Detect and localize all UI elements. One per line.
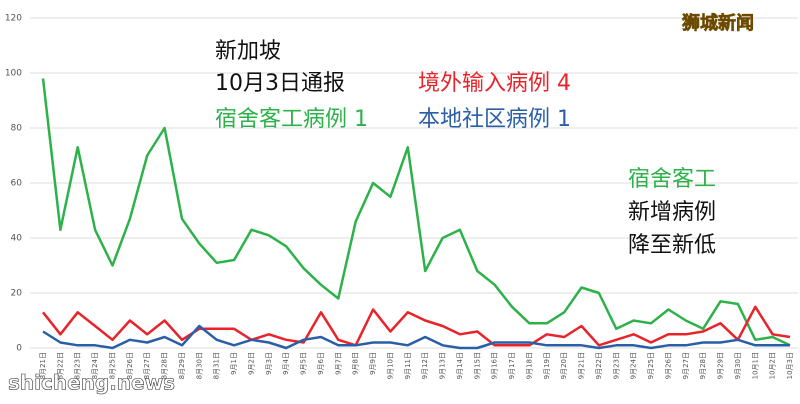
x-tick-label: 8月26日: [126, 352, 134, 379]
x-tick-label: 10月3日: [786, 352, 794, 379]
x-tick-label: 9月9日: [369, 352, 377, 375]
x-tick-label: 8月29日: [178, 352, 186, 379]
x-tick-label: 9月12日: [421, 352, 429, 379]
annotation: 降至新低: [628, 233, 716, 258]
x-tick-label: 9月6日: [317, 352, 325, 375]
annotation: 宿舍客工: [628, 167, 716, 192]
x-tick-label: 9月2日: [247, 352, 255, 375]
x-tick-label: 9月21日: [578, 352, 586, 379]
x-tick-label: 9月3日: [265, 352, 273, 375]
series-line: [42, 324, 790, 350]
x-tick-label: 10月2日: [769, 352, 777, 379]
y-tick-label: 20: [11, 289, 23, 299]
x-tick-label: 8月24日: [91, 352, 99, 379]
annotation: 新增病例: [628, 200, 716, 225]
x-tick-label: 9月19日: [543, 352, 551, 379]
x-tick-label: 10月1日: [751, 352, 759, 379]
series-line: [41, 78, 791, 347]
x-tick-label: 9月10日: [386, 352, 394, 379]
x-tick-label: 8月25日: [108, 352, 116, 379]
x-tick-label: 9月16日: [491, 352, 499, 379]
annotation: shicheng.news: [8, 371, 175, 395]
y-tick-label: 0: [16, 344, 22, 354]
x-tick-label: 8月21日: [39, 352, 47, 379]
annotation: 本地社区病例 1: [418, 107, 571, 132]
series-line: [42, 305, 791, 347]
x-tick-label: 9月14日: [456, 352, 464, 379]
y-tick-label: 60: [11, 179, 23, 189]
x-tick-label: 9月1日: [230, 352, 238, 375]
x-tick-label: 8月28日: [161, 352, 169, 379]
y-tick-label: 120: [5, 14, 22, 24]
x-tick-label: 9月17日: [508, 352, 516, 379]
x-tick-label: 8月31日: [213, 352, 221, 379]
x-tick-label: 9月26日: [664, 352, 672, 379]
x-tick-label: 9月24日: [630, 352, 638, 379]
x-tick-label: 8月23日: [74, 352, 82, 379]
x-tick-label: 9月29日: [717, 352, 725, 379]
x-tick-label: 9月13日: [439, 352, 447, 379]
annotation: 新加坡: [215, 39, 281, 64]
x-tick-label: 9月8日: [352, 352, 360, 375]
x-tick-label: 9月5日: [300, 352, 308, 375]
x-tick-label: 9月11日: [404, 352, 412, 379]
x-tick-label: 9月27日: [682, 352, 690, 379]
x-tick-label: 9月7日: [334, 352, 342, 375]
x-tick-label: 9月20日: [560, 352, 568, 379]
annotation: 10月3日通报: [215, 71, 345, 96]
annotation: 宿舍客工病例 1: [215, 107, 368, 132]
x-tick-label: 8月22日: [56, 352, 64, 379]
x-tick-label: 9月30日: [734, 352, 742, 379]
x-tick-label: 9月23日: [612, 352, 620, 379]
x-tick-label: 9月22日: [595, 352, 603, 379]
y-tick-label: 100: [5, 69, 22, 79]
x-tick-label: 9月28日: [699, 352, 707, 379]
y-tick-label: 80: [11, 124, 23, 134]
y-tick-label: 40: [11, 234, 23, 244]
annotation: 狮城新闻: [682, 12, 754, 34]
x-tick-label: 9月4日: [282, 352, 290, 375]
x-tick-label: 9月15日: [473, 352, 481, 379]
x-tick-label: 8月30日: [195, 352, 203, 379]
x-tick-label: 8月27日: [143, 352, 151, 379]
x-tick-label: 9月25日: [647, 352, 655, 379]
annotation: 境外输入病例 4: [418, 71, 571, 96]
x-tick-label: 9月18日: [525, 352, 533, 379]
